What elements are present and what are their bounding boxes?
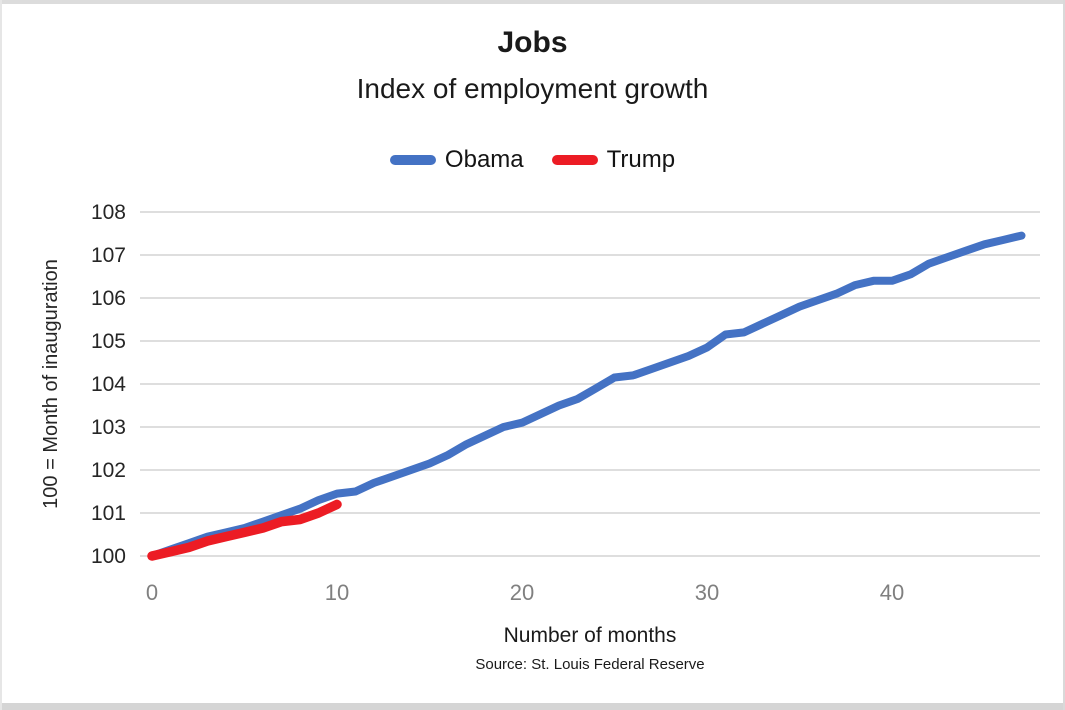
frame-edge-right xyxy=(1063,0,1065,710)
y-tick-label-108: 108 xyxy=(91,201,126,224)
y-tick-label-102: 102 xyxy=(91,459,126,482)
x-axis-title: Number of months xyxy=(503,624,677,647)
legend-label-trump: Trump xyxy=(606,146,676,173)
legend-label-obama: Obama xyxy=(444,146,524,173)
legend: Obama Trump xyxy=(0,146,1065,174)
frame-edge-top xyxy=(0,0,1065,4)
legend-item-obama: Obama xyxy=(389,146,524,174)
frame-edge-left xyxy=(0,0,2,710)
y-tick-label-101: 101 xyxy=(91,502,126,525)
obama-line-swatch xyxy=(389,155,436,165)
x-tick-label-0: 0 xyxy=(146,580,158,605)
y-tick-label-106: 106 xyxy=(91,287,126,310)
frame-edge-bottom xyxy=(0,703,1065,710)
trump-line-swatch xyxy=(551,155,598,165)
y-tick-label-103: 103 xyxy=(91,416,126,439)
x-tick-label-10: 10 xyxy=(325,580,349,605)
chart-title: Jobs xyxy=(497,26,568,59)
obama-line xyxy=(148,231,1026,560)
y-tick-label-100: 100 xyxy=(91,545,126,568)
x-tick-label-30: 30 xyxy=(695,580,719,605)
y-tick-label-105: 105 xyxy=(91,330,126,353)
y-tick-label-107: 107 xyxy=(91,244,126,267)
legend-item-trump: Trump xyxy=(551,146,676,174)
chart-subtitle: Index of employment growth xyxy=(356,73,709,104)
x-tick-label-40: 40 xyxy=(880,580,904,605)
trump-line xyxy=(147,499,342,561)
source-note: Source: St. Louis Federal Reserve xyxy=(475,656,705,673)
y-tick-label-104: 104 xyxy=(91,373,126,396)
x-tick-label-20: 20 xyxy=(510,580,534,605)
y-axis-title: 100 = Month of inauguration xyxy=(40,259,62,509)
